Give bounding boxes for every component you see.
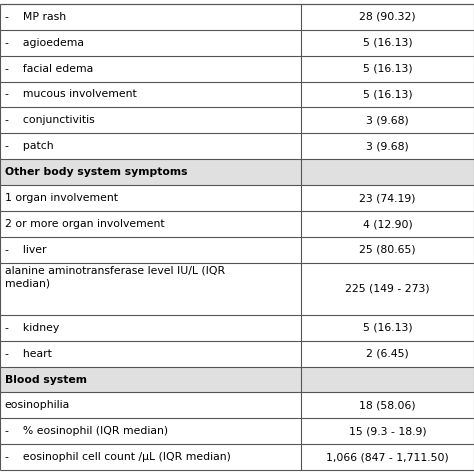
Text: -    eosinophil cell count /μL (IQR median): - eosinophil cell count /μL (IQR median) [5, 452, 231, 462]
Text: -    agioedema: - agioedema [5, 37, 84, 48]
Text: -    mucous involvement: - mucous involvement [5, 90, 137, 100]
Bar [0, 133, 474, 159]
Text: -    heart: - heart [5, 348, 52, 359]
Bar [0, 341, 474, 366]
Text: 3 (9.68): 3 (9.68) [366, 115, 409, 126]
Bar [0, 30, 474, 55]
Bar [0, 392, 474, 419]
Bar [0, 237, 474, 263]
Text: -    facial edema: - facial edema [5, 64, 93, 73]
Bar [0, 444, 474, 470]
Bar [0, 108, 474, 133]
Bar [0, 211, 474, 237]
Text: 5 (16.13): 5 (16.13) [363, 90, 412, 100]
Text: 5 (16.13): 5 (16.13) [363, 64, 412, 73]
Text: -    % eosinophil (IQR median): - % eosinophil (IQR median) [5, 426, 168, 437]
Text: 25 (80.65): 25 (80.65) [359, 245, 416, 255]
Bar [0, 315, 474, 341]
Text: -    patch: - patch [5, 141, 54, 151]
Text: 2 or more organ involvement: 2 or more organ involvement [5, 219, 164, 229]
Text: Other body system symptoms: Other body system symptoms [5, 167, 187, 177]
Text: -    conjunctivitis: - conjunctivitis [5, 115, 94, 126]
Text: 1,066 (847 - 1,711.50): 1,066 (847 - 1,711.50) [326, 452, 449, 462]
Bar [0, 159, 474, 185]
Text: 2 (6.45): 2 (6.45) [366, 348, 409, 359]
Bar [0, 82, 474, 108]
Bar [0, 263, 474, 315]
Text: eosinophilia: eosinophilia [5, 401, 70, 410]
Text: 5 (16.13): 5 (16.13) [363, 37, 412, 48]
Text: -    MP rash: - MP rash [5, 12, 66, 22]
Text: Blood system: Blood system [5, 374, 87, 384]
Text: 4 (12.90): 4 (12.90) [363, 219, 412, 229]
Text: 15 (9.3 - 18.9): 15 (9.3 - 18.9) [349, 426, 426, 437]
Bar [0, 4, 474, 30]
Text: 3 (9.68): 3 (9.68) [366, 141, 409, 151]
Text: -    liver: - liver [5, 245, 46, 255]
Text: 5 (16.13): 5 (16.13) [363, 323, 412, 333]
Bar [0, 366, 474, 392]
Bar [0, 185, 474, 211]
Text: 1 organ involvement: 1 organ involvement [5, 193, 118, 203]
Bar [0, 55, 474, 82]
Text: 23 (74.19): 23 (74.19) [359, 193, 416, 203]
Text: 225 (149 - 273): 225 (149 - 273) [345, 284, 430, 294]
Text: 18 (58.06): 18 (58.06) [359, 401, 416, 410]
Text: 28 (90.32): 28 (90.32) [359, 12, 416, 22]
Bar [0, 419, 474, 444]
Text: alanine aminotransferase level IU/L (IQR
median): alanine aminotransferase level IU/L (IQR… [5, 265, 225, 289]
Text: -    kidney: - kidney [5, 323, 59, 333]
